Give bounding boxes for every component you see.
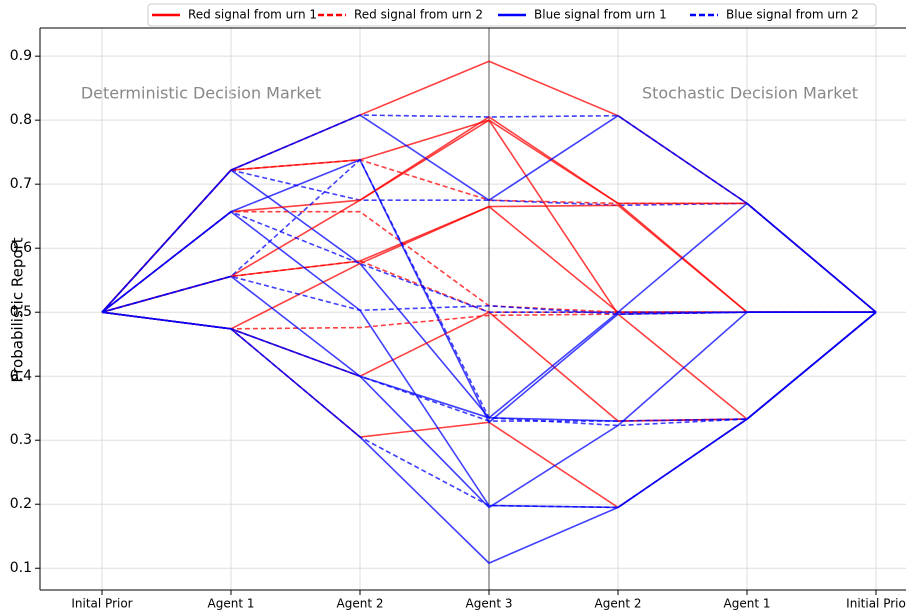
y-tick-label: 0.2	[10, 496, 32, 512]
annotation: Stochastic Decision Market	[642, 84, 858, 103]
y-tick-label: 0.3	[10, 432, 32, 448]
y-tick-label: 0.5	[10, 304, 32, 320]
y-tick-label: 0.9	[10, 48, 32, 64]
x-tick-label: Agent 3	[466, 597, 513, 611]
legend-label: Blue signal from urn 2	[726, 8, 859, 22]
y-tick-label: 0.6	[10, 240, 32, 256]
series-line	[101, 210, 876, 313]
y-tick-label: 0.1	[10, 560, 32, 576]
legend-label: Red signal from urn 2	[354, 8, 483, 22]
legend: Red signal from urn 1 Red signal from urn…	[147, 3, 877, 27]
y-tick-label: 0.4	[10, 368, 32, 384]
x-tick-label: Inital Prior	[71, 597, 132, 611]
y-tick-label: 0.7	[10, 176, 32, 192]
series-line	[101, 311, 877, 509]
x-tick-label: Agent 2	[337, 597, 384, 611]
annotation: Deterministic Decision Market	[81, 84, 321, 103]
y-tick-label: 0.8	[10, 112, 32, 128]
x-tick-label: Agent 2	[595, 597, 642, 611]
plot-area	[40, 28, 906, 590]
series-line	[101, 114, 877, 313]
legend-label: Blue signal from urn 1	[534, 8, 667, 22]
x-tick-label: Agent 1	[208, 597, 255, 611]
legend-label: Red signal from urn 1	[188, 8, 317, 22]
y-axis-label: Probabilistic Report	[9, 237, 27, 382]
x-tick-label: Agent 1	[724, 597, 771, 611]
x-tick-label: Initial Prio	[846, 597, 906, 611]
series-line	[101, 158, 877, 427]
series-line	[101, 275, 876, 315]
